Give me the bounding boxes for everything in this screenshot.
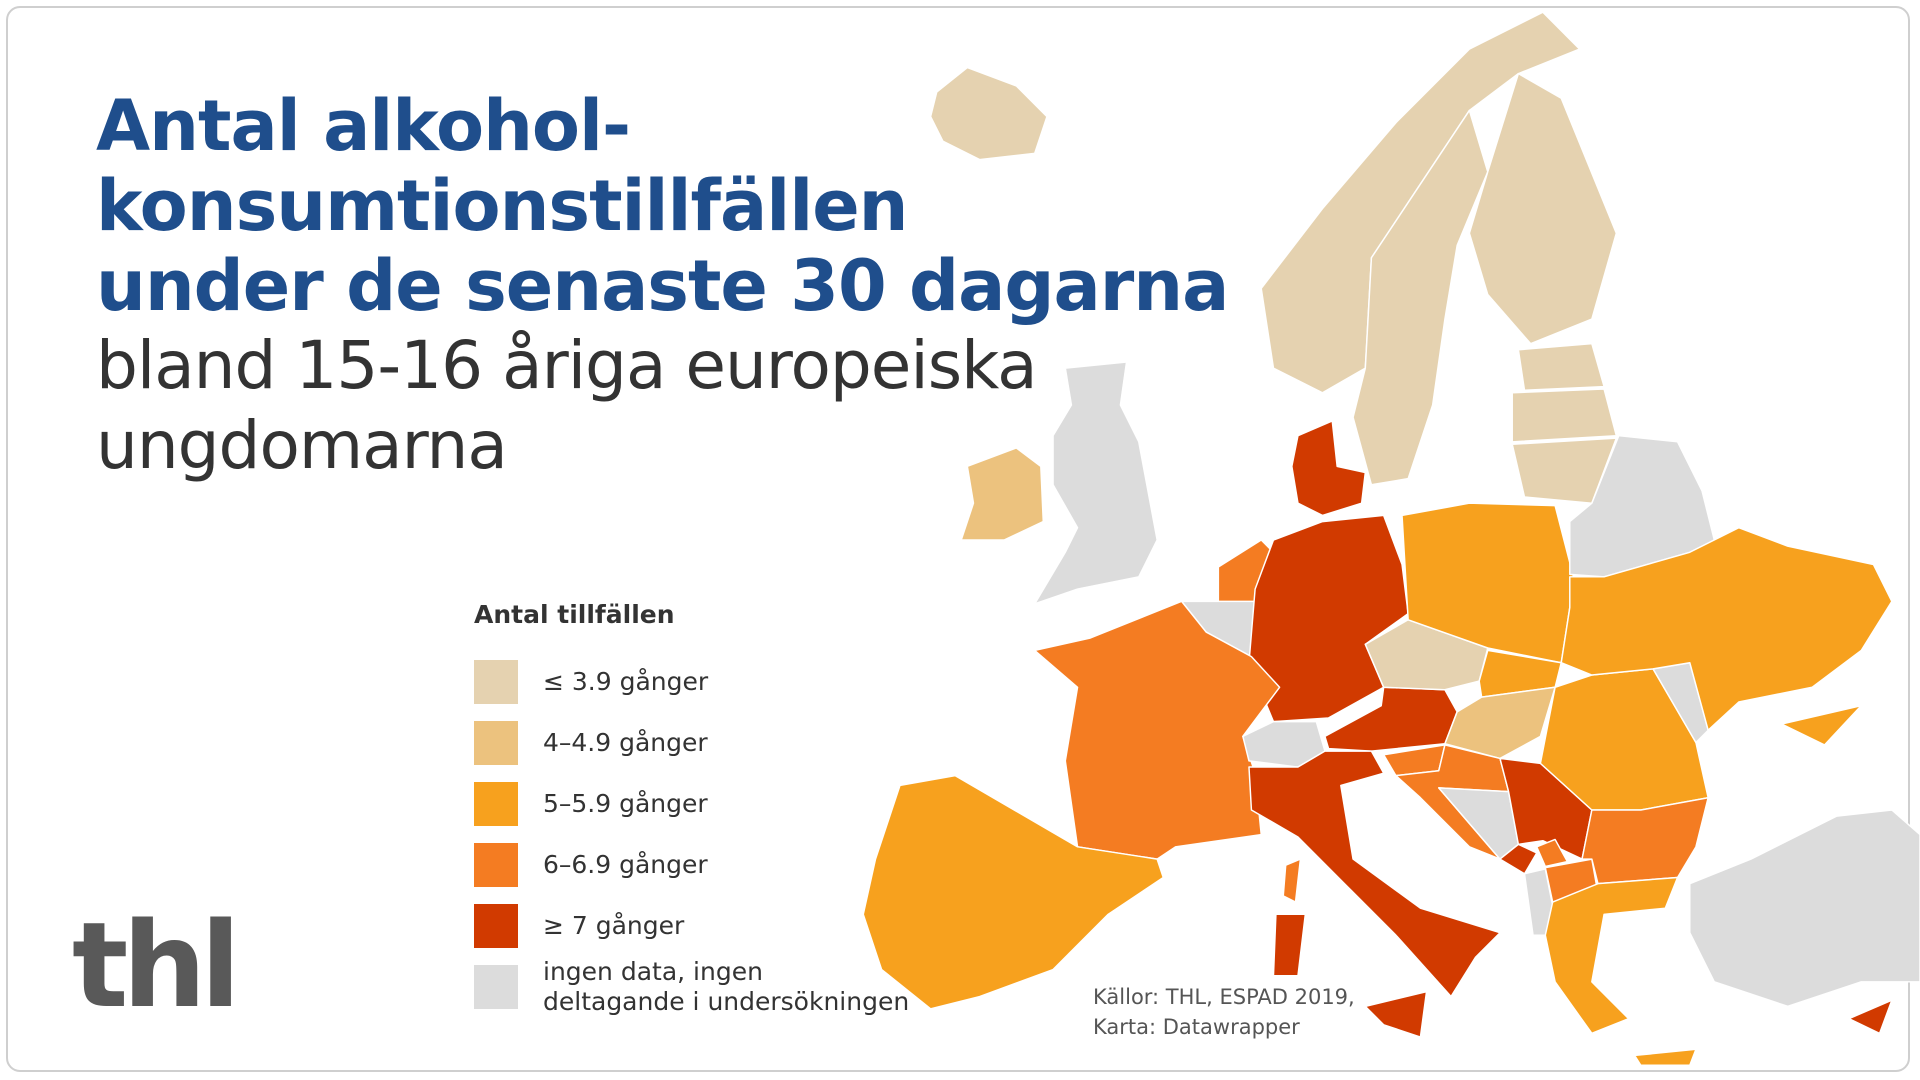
- sources-note: Källor: THL, ESPAD 2019, Karta: Datawrap…: [1093, 982, 1355, 1042]
- country-United-Kingdom: [1033, 361, 1158, 605]
- subtitle-line: bland 15-16 åriga europeiska: [96, 327, 1038, 404]
- legend-swatch: [474, 842, 518, 887]
- country-Sweden: [1352, 109, 1489, 486]
- country-France-Corsica: [1282, 858, 1302, 903]
- thl-logo: thl: [72, 896, 241, 1034]
- legend-title: Antal tillfällen: [474, 600, 675, 629]
- country-Estonia: [1517, 342, 1605, 392]
- legend-label: 5–5.9 gånger: [543, 788, 708, 818]
- country-Ukraine: [1560, 526, 1893, 731]
- country-Iceland: [929, 66, 1048, 161]
- title-line: konsumtionstillfällen: [96, 165, 909, 247]
- country-Norway: [1260, 11, 1581, 394]
- country-Slovakia: [1478, 649, 1562, 698]
- legend-item: 6–6.9 gånger: [474, 834, 909, 895]
- legend-label: 6–6.9 gånger: [543, 849, 708, 879]
- legend-label-line: ingen data, ingen: [543, 956, 763, 986]
- country-Greece-Crete: [1633, 1048, 1697, 1067]
- country-Italy-Sicily: [1364, 990, 1428, 1038]
- country-Italy: [1248, 750, 1501, 998]
- country-Hungary: [1444, 686, 1556, 760]
- legend-label: 4–4.9 gånger: [543, 727, 708, 757]
- title-line: under de senaste 30 dagarna: [96, 245, 1229, 327]
- legend-item: ≥ 7 gånger: [474, 895, 909, 956]
- legend-item: ingen data, ingen deltagande i undersökni…: [474, 956, 909, 1017]
- title-line: Antal alkohol-: [96, 85, 631, 167]
- legend-label: ingen data, ingen deltagande i undersökni…: [543, 957, 909, 1017]
- legend-swatch: [474, 659, 518, 704]
- legend-item: 5–5.9 gånger: [474, 773, 909, 834]
- legend-swatch: [474, 781, 518, 826]
- sources-line: Källor: THL, ESPAD 2019,: [1093, 985, 1355, 1009]
- country-Spain: [862, 774, 1164, 1010]
- country-Greece: [1544, 876, 1679, 1035]
- country-Italy-Sardinia: [1272, 913, 1307, 977]
- country-Denmark: [1291, 420, 1367, 517]
- legend-label: ≤ 3.9 gånger: [543, 666, 709, 696]
- sources-line: Karta: Datawrapper: [1093, 1015, 1300, 1039]
- country-Montenegro: [1499, 843, 1538, 875]
- country-Ireland: [960, 447, 1044, 541]
- country-Turkey: [1689, 809, 1920, 1008]
- page-title: Antal alkohol- konsumtionstillfällen und…: [96, 85, 1229, 327]
- legend-label: ≥ 7 gånger: [543, 910, 685, 940]
- legend-item: 4–4.9 gånger: [474, 712, 909, 773]
- country-Bulgaria: [1581, 796, 1709, 885]
- subtitle-line: ungdomarna: [96, 407, 508, 484]
- country-Cyprus: [1848, 999, 1893, 1035]
- country-Ukraine-Crimea: [1780, 704, 1862, 746]
- card-frame: [6, 6, 1910, 1072]
- country-Finland: [1468, 72, 1618, 345]
- country-Latvia: [1511, 388, 1618, 443]
- country-Belarus: [1569, 434, 1716, 578]
- legend: Antal tillfällen ≤ 3.9 gånger 4–4.9 gång…: [474, 600, 909, 1017]
- legend-swatch: [474, 903, 518, 948]
- legend-item: ≤ 3.9 gånger: [474, 651, 909, 712]
- country-Kosovo: [1536, 838, 1569, 868]
- page-subtitle: bland 15-16 åriga europeiska ungdomarna: [96, 326, 1038, 486]
- legend-label-line: deltagande i undersökningen: [543, 986, 910, 1016]
- legend-swatch: [474, 720, 518, 765]
- legend-swatch: [474, 964, 518, 1009]
